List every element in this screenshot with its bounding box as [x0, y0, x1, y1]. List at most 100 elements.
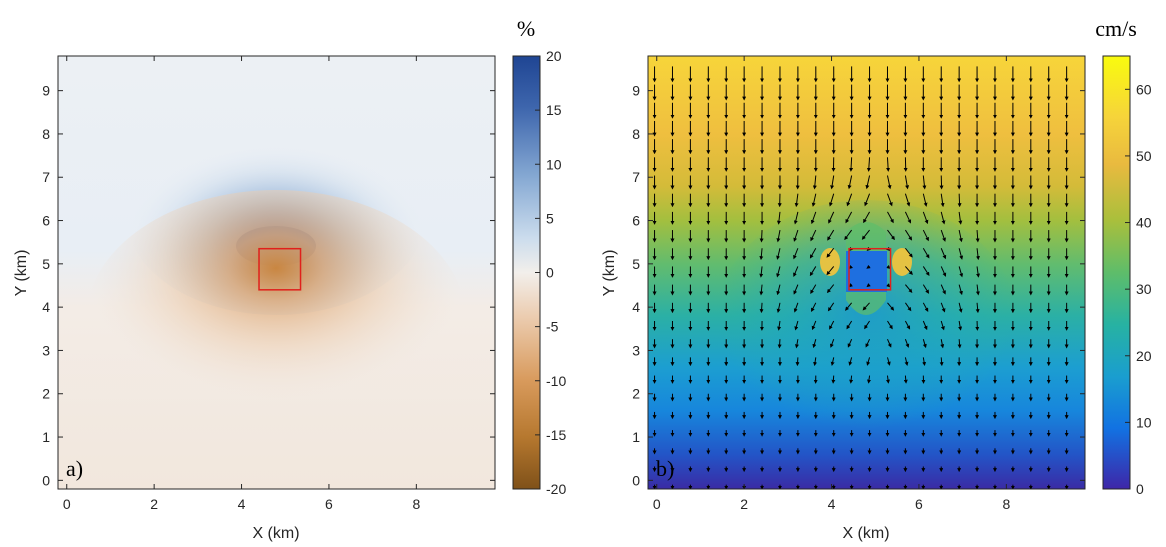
velocity-arrow	[905, 284, 913, 294]
velocity-arrow	[940, 339, 945, 349]
velocity-arrow	[958, 320, 963, 331]
velocity-arrow	[866, 283, 871, 288]
y-tick-label: 9	[42, 83, 50, 99]
velocity-arrow	[777, 320, 782, 331]
velocity-arrow	[904, 302, 912, 312]
velocity-arrow	[976, 266, 981, 278]
velocity-arrow	[776, 211, 781, 225]
velocity-arrow	[886, 283, 891, 288]
y-tick-label: 9	[632, 83, 640, 99]
velocity-arrow	[794, 339, 799, 349]
colorbar-b	[1102, 55, 1131, 490]
velocity-arrow	[794, 193, 799, 208]
velocity-arrow	[846, 320, 853, 330]
velocity-arrow	[904, 247, 913, 258]
y-tick-label: 5	[42, 256, 50, 272]
x-tick-label: 4	[828, 496, 836, 512]
colorbar-ticks-b: 60 50 40 30 20 10 0	[1125, 81, 1152, 497]
velocity-arrow	[830, 357, 835, 366]
y-ticks-a: 0 1 2 3 4 5 6 7 8 9	[42, 83, 495, 488]
obstacle-rectangle-b	[848, 247, 892, 291]
velocity-arrow	[904, 229, 913, 241]
velocity-arrow	[813, 357, 818, 367]
velocity-arrow	[940, 320, 945, 331]
y-tick-label: 7	[632, 169, 640, 185]
velocity-arrow	[862, 302, 870, 311]
x-axis-label-a: X (km)	[252, 525, 299, 542]
velocity-arrow	[887, 302, 895, 311]
velocity-arrow	[904, 193, 911, 207]
colorbar-tick-label: 30	[1136, 281, 1152, 297]
velocity-arrow	[793, 229, 799, 242]
x-tick-label: 8	[412, 496, 420, 512]
velocity-arrow	[958, 266, 964, 278]
y-tick-label: 6	[42, 213, 50, 229]
panel-a: 0 2 4 6 8 0 1 2 3 4 5 6 7 8 9 X (km) Y (km) a) 20 15 10…	[13, 16, 566, 542]
velocity-arrow	[922, 357, 927, 367]
y-tick-label: 5	[632, 256, 640, 272]
velocity-arrow	[958, 248, 964, 260]
velocity-arrow	[845, 302, 853, 311]
velocity-arrow	[867, 375, 871, 384]
velocity-arrow	[866, 264, 871, 269]
velocity-arrow	[776, 266, 781, 278]
velocity-arrow	[827, 302, 835, 312]
velocity-arrow	[940, 284, 946, 295]
velocity-arrow	[904, 175, 910, 190]
x-tick-label: 4	[238, 496, 246, 512]
obstacle-rectangle-a	[258, 247, 302, 291]
panel-label-b: b)	[656, 456, 674, 481]
velocity-arrow	[849, 157, 854, 172]
y-tick-label: 1	[632, 429, 640, 445]
velocity-arrow	[826, 247, 835, 258]
velocity-arrow	[759, 266, 764, 278]
colorbar-tick-label: -20	[546, 481, 566, 497]
velocity-arrow	[810, 284, 817, 295]
velocity-arrow	[922, 175, 927, 190]
velocity-arrow	[776, 248, 781, 260]
y-tick-label: 4	[42, 299, 50, 315]
velocity-arrow	[793, 248, 799, 260]
plot-frame-b	[647, 55, 1086, 490]
velocity-arrow	[904, 320, 911, 330]
velocity-arrow	[886, 157, 891, 172]
velocity-arrow	[793, 302, 799, 313]
velocity-arrow	[812, 339, 817, 349]
velocity-arrow	[922, 266, 930, 277]
x-tick-label: 0	[653, 496, 661, 512]
colorbar-tick-label: 0	[1136, 481, 1144, 497]
velocity-arrow	[957, 339, 962, 349]
colorbar-title-b: cm/s	[1095, 16, 1137, 41]
velocity-arrow	[922, 284, 930, 294]
velocity-arrow	[776, 284, 781, 296]
velocity-arrow	[849, 375, 854, 384]
velocity-arrow	[940, 193, 945, 208]
x-axis-label-b: X (km)	[842, 525, 889, 542]
velocity-arrow	[975, 248, 980, 261]
velocity-arrow	[886, 175, 892, 190]
y-ticks-b: 0 1 2 3 4 5 6 7 8 9	[632, 83, 1085, 488]
velocity-arrow	[826, 266, 835, 276]
velocity-arrow	[922, 320, 928, 331]
velocity-arrow	[865, 338, 871, 348]
colorbar-tick-label: 20	[546, 48, 562, 64]
velocity-arrow	[759, 284, 764, 296]
velocity-arrow	[809, 266, 817, 277]
velocity-arrow	[887, 320, 893, 330]
velocity-arrow	[861, 229, 870, 240]
heatmap-field-a	[58, 56, 495, 489]
velocity-arrow	[793, 266, 799, 277]
velocity-arrow	[904, 211, 912, 224]
colorbar-tick-label: -5	[546, 319, 559, 335]
plot-frame-a	[57, 55, 496, 490]
velocity-arrow	[809, 248, 817, 259]
velocity-arrow	[940, 302, 946, 313]
velocity-arrow	[829, 339, 835, 348]
velocity-arrow	[940, 248, 947, 260]
velocity-arrow	[776, 229, 781, 243]
velocity-arrow	[958, 211, 963, 225]
velocity-arrow	[829, 320, 835, 330]
velocity-arrow	[848, 357, 853, 366]
colorbar-tick-label: -10	[546, 373, 566, 389]
